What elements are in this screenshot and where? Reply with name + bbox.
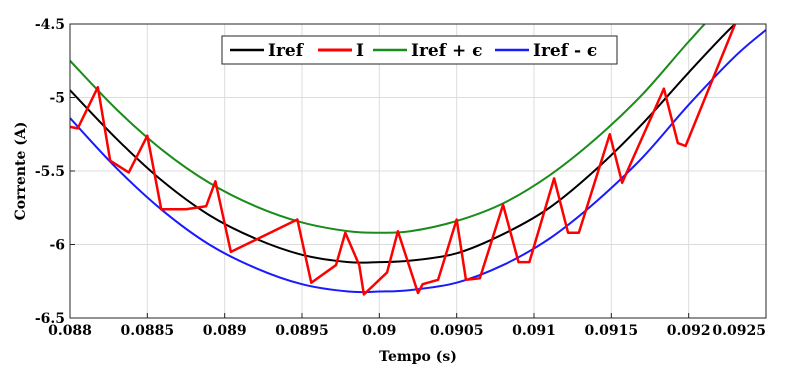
series-2-line: [70, 24, 706, 234]
series-3-line: [70, 29, 766, 294]
x-tick-label: 0.089: [203, 323, 247, 339]
x-tick-label: 0.0905: [430, 323, 484, 339]
x-tick-label: 0.0915: [585, 323, 639, 339]
x-tick-label: 0.0925: [712, 323, 766, 339]
legend-box: [221, 35, 618, 65]
series-0-line: [70, 24, 737, 264]
y-tick-label: -6: [49, 238, 65, 254]
legend-label: Iref - ϵ: [533, 41, 597, 61]
y-tick-labels: -6.5 -6 -5.5 -5 -4.5: [35, 17, 65, 327]
plot-frame: [69, 23, 767, 319]
y-tick-label: -5.5: [35, 164, 65, 180]
series-group: [70, 24, 766, 296]
x-tick-label: 0.088: [48, 323, 92, 339]
legend-label: Iref + ϵ: [411, 41, 482, 61]
x-tick-label: 0.091: [512, 323, 556, 339]
legend-label: I: [356, 41, 364, 61]
x-tick-label: 0.0895: [275, 323, 329, 339]
y-tick-label: -6.5: [35, 311, 65, 327]
y-tick-label: -4.5: [35, 17, 65, 33]
x-axis-label: Tempo (s): [379, 349, 457, 365]
x-tick-labels: 0.088 0.0885 0.089 0.0895 0.09 0.0905 0.091 0.0…: [48, 323, 766, 339]
x-tick-label: 0.0885: [121, 323, 175, 339]
x-tick-label: 0.09: [362, 323, 396, 339]
series-1-line: [70, 24, 737, 296]
x-tick-label: 0.092: [667, 323, 711, 339]
y-axis-label: Corrente (A): [13, 122, 29, 221]
legend-label: Iref: [268, 41, 305, 61]
y-tick-label: -5: [49, 91, 65, 107]
legend: Iref I Iref + ϵ Iref - ϵ: [221, 35, 618, 65]
